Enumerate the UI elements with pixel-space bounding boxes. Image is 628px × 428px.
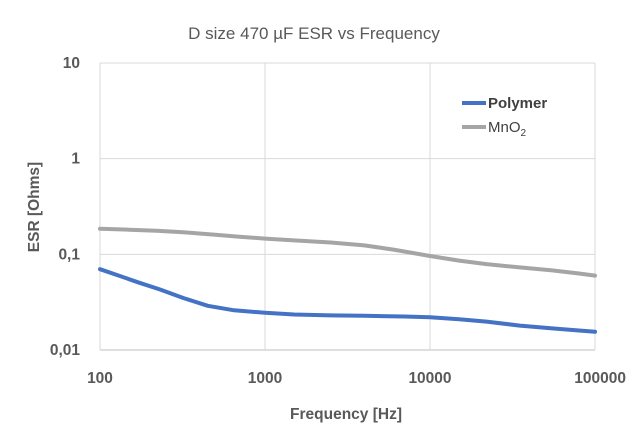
legend-label-polymer: Polymer <box>488 95 547 112</box>
legend: Polymer MnO2 <box>462 95 547 139</box>
chart-title: D size 470 µF ESR vs Frequency <box>188 24 440 43</box>
legend-label-mno2-main: MnO <box>488 119 521 136</box>
x-tick-label: 100 <box>87 370 113 387</box>
x-tick-label: 100000 <box>574 370 626 387</box>
x-tick-label: 1000 <box>248 370 282 387</box>
legend-label-mno2: MnO2 <box>488 119 527 139</box>
series-line-polymer <box>98 267 597 334</box>
grid <box>99 62 596 351</box>
tick-labels: 0,01 0,1 1 10 100 1000 10000 100000 <box>50 55 626 387</box>
x-tick-label: 10000 <box>408 370 451 387</box>
series-layer <box>98 226 597 334</box>
y-tick-label: 0,1 <box>58 246 80 263</box>
x-axis-label: Frequency [Hz] <box>290 406 402 423</box>
y-tick-label: 0,01 <box>50 342 81 359</box>
series-line-mno2 <box>98 226 597 278</box>
y-tick-label: 1 <box>71 151 80 168</box>
y-tick-label: 10 <box>63 55 80 72</box>
y-axis-label: ESR [Ohms] <box>26 162 43 252</box>
legend-label-mno2-subscript: 2 <box>521 128 527 139</box>
